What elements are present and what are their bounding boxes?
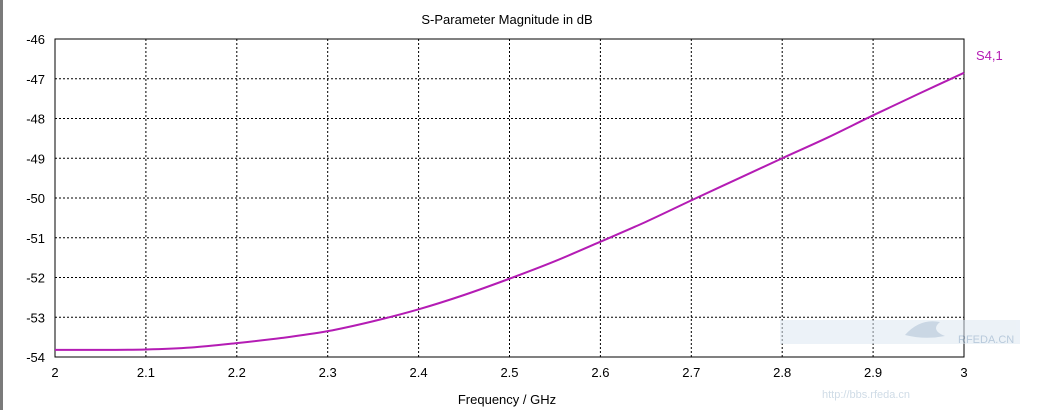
x-tick-label: 2.7 bbox=[682, 365, 700, 380]
chart-title: S-Parameter Magnitude in dB bbox=[421, 12, 592, 27]
y-tick-label: -51 bbox=[26, 231, 45, 246]
legend-entry-s41: S4,1 bbox=[976, 48, 1003, 63]
x-tick-label: 2 bbox=[51, 365, 58, 380]
window-edge bbox=[0, 0, 3, 410]
y-tick-label: -53 bbox=[26, 310, 45, 325]
x-tick-label: 2.9 bbox=[864, 365, 882, 380]
watermark-banner bbox=[780, 320, 1020, 344]
tick-labels: 2 2.1 2.2 2.3 2.4 2.5 2.6 2.7 2.8 2.9 3 -46 -47 -48 -4… bbox=[26, 32, 967, 380]
x-tick-label: 2.8 bbox=[773, 365, 791, 380]
y-tick-label: -47 bbox=[26, 72, 45, 87]
watermark-url-text: http://bbs.rfeda.cn bbox=[822, 389, 910, 401]
y-tick-label: -52 bbox=[26, 271, 45, 286]
x-axis-label: Frequency / GHz bbox=[458, 392, 556, 407]
x-tick-label: 2.2 bbox=[228, 365, 246, 380]
series-layer bbox=[54, 71, 965, 351]
x-tick-label: 3 bbox=[960, 365, 967, 380]
bird-logo-icon bbox=[905, 321, 945, 338]
x-tick-label: 2.5 bbox=[500, 365, 518, 380]
series-line-s41 bbox=[54, 71, 965, 351]
grid-lines bbox=[55, 39, 964, 357]
y-tick-label: -50 bbox=[26, 191, 45, 206]
watermark-site-text: RFEDA.CN bbox=[958, 334, 1014, 346]
y-tick-label: -49 bbox=[26, 151, 45, 166]
watermark: RFEDA.CN http://bbs.rfeda.cn bbox=[780, 320, 1020, 401]
x-tick-label: 2.6 bbox=[591, 365, 609, 380]
x-tick-label: 2.1 bbox=[137, 365, 155, 380]
y-tick-label: -54 bbox=[26, 350, 45, 365]
x-tick-label: 2.3 bbox=[319, 365, 337, 380]
y-tick-label: -46 bbox=[26, 32, 45, 47]
y-tick-label: -48 bbox=[26, 112, 45, 127]
x-tick-label: 2.4 bbox=[410, 365, 428, 380]
